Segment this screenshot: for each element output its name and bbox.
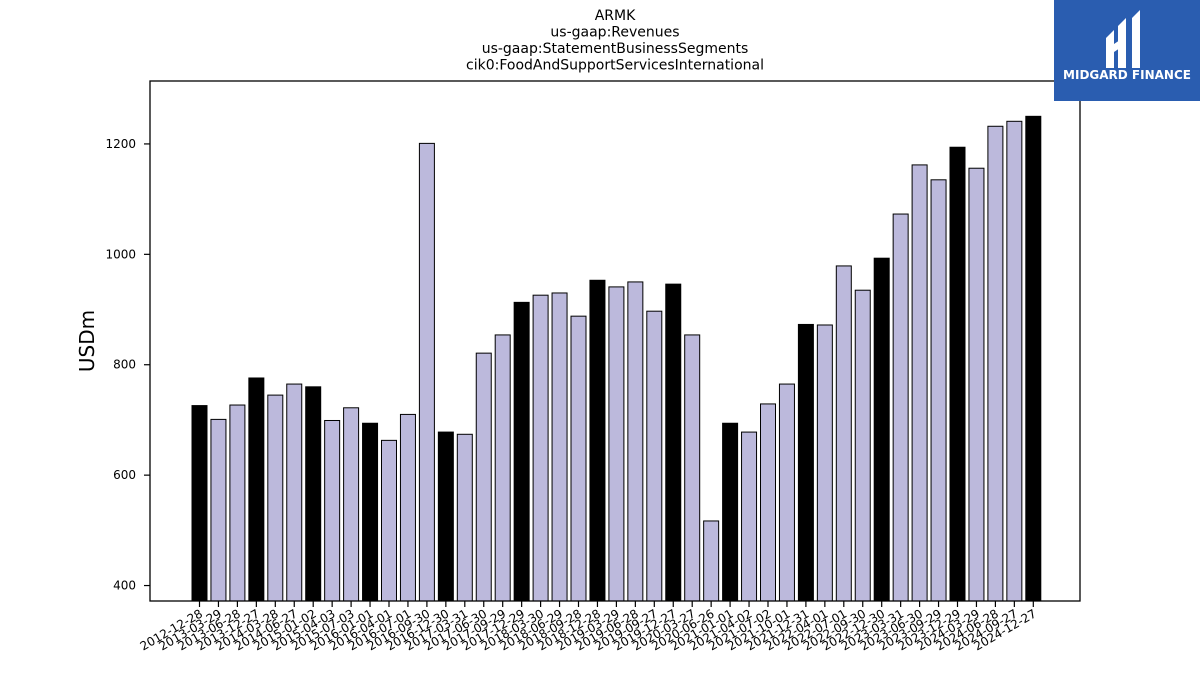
bar [949, 146, 966, 602]
bar [456, 433, 473, 602]
chart-title-line: us-gaap:Revenues [550, 25, 679, 41]
bar [362, 422, 379, 602]
bar [665, 283, 682, 602]
bar [1025, 115, 1042, 602]
bar [778, 383, 795, 602]
bar [797, 323, 814, 602]
bar [1006, 120, 1023, 602]
y-axis: 400 600 800 1000 1200 [105, 137, 150, 593]
bar [437, 431, 454, 602]
bar [286, 383, 303, 602]
bar [892, 213, 909, 602]
bar [987, 125, 1004, 602]
bar [418, 142, 435, 602]
bar [589, 279, 606, 602]
bar [475, 352, 492, 602]
midgard-logo-icon [1106, 10, 1140, 68]
bar [191, 405, 208, 602]
bar [381, 439, 397, 602]
bar [532, 294, 549, 602]
chart-title-line: cik0:FoodAndSupportServicesInternational [466, 58, 764, 74]
midgard-finance-logo: MIDGARD FINANCE [1054, 0, 1200, 101]
bar [873, 257, 890, 602]
y-axis-label: USDm [75, 310, 99, 372]
bar [608, 286, 625, 602]
y-tick-label: 1000 [105, 247, 136, 261]
bar [930, 179, 947, 602]
bar [210, 418, 227, 602]
bar [646, 310, 663, 602]
bar [627, 281, 644, 602]
plot-frame [149, 80, 1081, 602]
y-tick-label: 1200 [105, 137, 136, 151]
bar [854, 289, 871, 602]
bar [513, 301, 530, 602]
bar [399, 413, 416, 602]
bar [911, 164, 928, 602]
logo-text: MIDGARD FINANCE [1063, 68, 1191, 82]
chart-title-line: us-gaap:StatementBusinessSegments [482, 41, 749, 57]
x-axis: 2012-12-282013-03-292013-06-282013-12-27… [138, 601, 1039, 653]
bar [305, 386, 322, 602]
bar [741, 431, 758, 602]
chart-title: ARMKus-gaap:Revenuesus-gaap:StatementBus… [466, 8, 764, 74]
bar [760, 403, 776, 602]
bar [494, 334, 511, 602]
y-tick-label: 400 [113, 579, 136, 593]
bar [551, 292, 568, 602]
chart-title-line: ARMK [595, 8, 636, 24]
bar [267, 394, 284, 602]
bar [816, 324, 833, 602]
bar [343, 407, 360, 602]
y-tick-label: 600 [113, 468, 136, 482]
bar [835, 265, 852, 602]
bar [684, 334, 701, 602]
bar [703, 520, 720, 602]
y-tick-label: 800 [113, 358, 136, 372]
bar [722, 422, 739, 602]
bar [968, 167, 985, 602]
bars-group [191, 115, 1042, 602]
bar [229, 404, 246, 602]
bar [248, 377, 265, 602]
bar [570, 315, 587, 602]
bar [324, 419, 341, 602]
